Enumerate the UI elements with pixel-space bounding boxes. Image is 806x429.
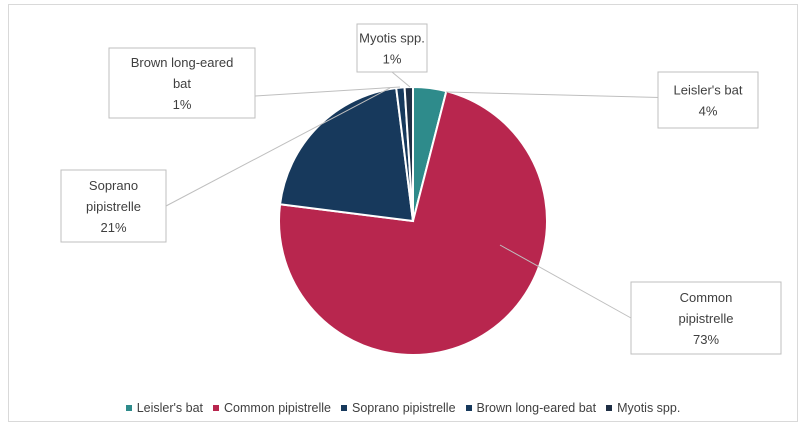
legend-item-brown-long-eared-bat: Brown long-eared bat bbox=[465, 401, 597, 415]
data-label-category: Brown long-eared bbox=[131, 55, 234, 70]
legend: Leisler's bat Common pipistrelle Soprano p… bbox=[0, 398, 806, 418]
callout-box bbox=[356, 23, 428, 73]
legend-label: Brown long-eared bat bbox=[476, 401, 597, 415]
data-label-callouts: Leisler's bat 4% Common pipistrelle 73% Sopra… bbox=[60, 23, 782, 355]
callout-box bbox=[657, 71, 759, 129]
legend-item-myotis-spp: Myotis spp. bbox=[606, 401, 680, 415]
legend-swatch bbox=[606, 405, 613, 411]
legend-swatch bbox=[125, 405, 132, 411]
pie-slice-soprano-pipistrelle bbox=[278, 86, 415, 223]
callout-brown-long-eared-bat: Brown long-eared bat 1% bbox=[108, 47, 256, 119]
legend-label: Soprano pipistrelle bbox=[352, 401, 456, 415]
pie-slices bbox=[278, 85, 548, 356]
pie-slice-common-pipistrelle bbox=[278, 89, 548, 356]
legend-item-leisler-s-bat: Leisler's bat bbox=[125, 401, 204, 415]
data-label-category: Leisler's bat bbox=[674, 83, 743, 98]
data-label-category: Common bbox=[680, 290, 733, 305]
leader-line-myotis-spp bbox=[391, 71, 411, 88]
data-label-category: Soprano bbox=[89, 178, 138, 193]
callout-box bbox=[108, 47, 256, 119]
leader-line-common-pipistrelle bbox=[499, 244, 632, 319]
data-label-percent: 1% bbox=[383, 52, 402, 67]
callout-box bbox=[630, 281, 782, 355]
data-label-percent: 1% bbox=[173, 97, 192, 112]
legend-label: Myotis spp. bbox=[617, 401, 681, 415]
callout-common-pipistrelle: Common pipistrelle 73% bbox=[630, 281, 782, 355]
legend-item-common-pipistrelle: Common pipistrelle bbox=[213, 401, 331, 415]
callout-myotis-spp: Myotis spp. 1% bbox=[356, 23, 428, 73]
data-label-percent: 73% bbox=[693, 332, 719, 347]
data-label-category: Myotis spp. bbox=[359, 31, 425, 46]
callout-leisler-s-bat: Leisler's bat 4% bbox=[657, 71, 759, 129]
data-label-category: bat bbox=[173, 76, 191, 91]
data-label-percent: 4% bbox=[699, 104, 718, 119]
leader-line-brown-long-eared-bat bbox=[254, 86, 401, 97]
legend-item-soprano-pipistrelle: Soprano pipistrelle bbox=[341, 401, 456, 415]
legend-label: Common pipistrelle bbox=[224, 401, 331, 415]
callout-soprano-pipistrelle: Soprano pipistrelle 21% bbox=[60, 169, 167, 243]
legend-swatch bbox=[341, 405, 347, 411]
data-label-category: pipistrelle bbox=[86, 199, 141, 214]
data-label-percent: 21% bbox=[100, 220, 126, 235]
callout-box bbox=[60, 169, 167, 243]
leader-line-soprano-pipistrelle bbox=[165, 87, 391, 207]
legend-swatch bbox=[213, 405, 220, 411]
pie-slice-myotis-spp bbox=[403, 85, 414, 222]
data-label-category: pipistrelle bbox=[679, 311, 734, 326]
legend-label: Leisler's bat bbox=[136, 401, 204, 415]
legend-swatch bbox=[465, 405, 472, 411]
